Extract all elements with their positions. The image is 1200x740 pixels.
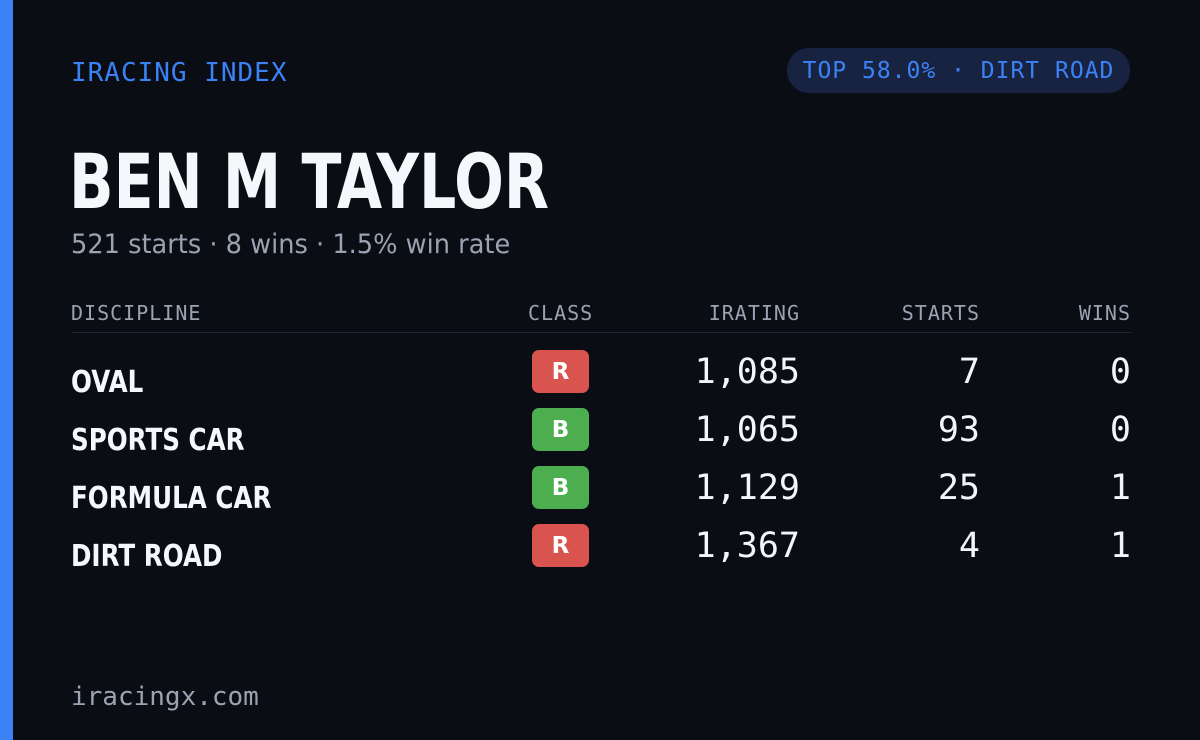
discipline-name: OVAL <box>71 365 144 400</box>
header-wins: WINS <box>1078 301 1131 325</box>
discipline-table: DISCIPLINE CLASS IRATING STARTS WINS OVA… <box>71 296 1131 582</box>
wins-value: 0 <box>1109 410 1131 450</box>
license-class-badge: R <box>532 350 589 393</box>
starts-value: 93 <box>937 410 980 450</box>
starts-value: 7 <box>958 352 980 392</box>
license-class-badge: B <box>532 466 589 509</box>
driver-name: BEN M TAYLOR <box>69 137 549 226</box>
header-discipline: DISCIPLINE <box>71 301 202 325</box>
accent-bar <box>0 0 13 740</box>
license-class-badge: R <box>532 524 589 567</box>
discipline-name: DIRT ROAD <box>71 539 223 574</box>
header-class: CLASS <box>528 301 594 325</box>
rank-badge: TOP 58.0% · DIRT ROAD <box>787 48 1130 93</box>
starts-value: 4 <box>958 526 980 566</box>
irating-value: 1,129 <box>694 468 800 508</box>
wins-value: 1 <box>1109 526 1131 566</box>
site-url: iracingx.com <box>71 682 259 712</box>
irating-value: 1,085 <box>694 352 800 392</box>
table-row: DIRT ROAD R 1,367 4 1 <box>71 524 1131 582</box>
wins-value: 0 <box>1109 352 1131 392</box>
header-starts: STARTS <box>901 301 980 325</box>
header-irating: IRATING <box>708 301 800 325</box>
license-class-badge: B <box>532 408 589 451</box>
table-header: DISCIPLINE CLASS IRATING STARTS WINS <box>71 296 1131 333</box>
table-row: OVAL R 1,085 7 0 <box>71 350 1131 408</box>
driver-summary: 521 starts · 8 wins · 1.5% win rate <box>71 229 511 260</box>
starts-value: 25 <box>937 468 980 508</box>
discipline-name: FORMULA CAR <box>71 481 272 516</box>
wins-value: 1 <box>1109 468 1131 508</box>
table-row: FORMULA CAR B 1,129 25 1 <box>71 466 1131 524</box>
irating-value: 1,367 <box>694 526 800 566</box>
irating-value: 1,065 <box>694 410 800 450</box>
discipline-name: SPORTS CAR <box>71 423 245 458</box>
table-row: SPORTS CAR B 1,065 93 0 <box>71 408 1131 466</box>
brand-label: IRACING INDEX <box>71 58 288 88</box>
